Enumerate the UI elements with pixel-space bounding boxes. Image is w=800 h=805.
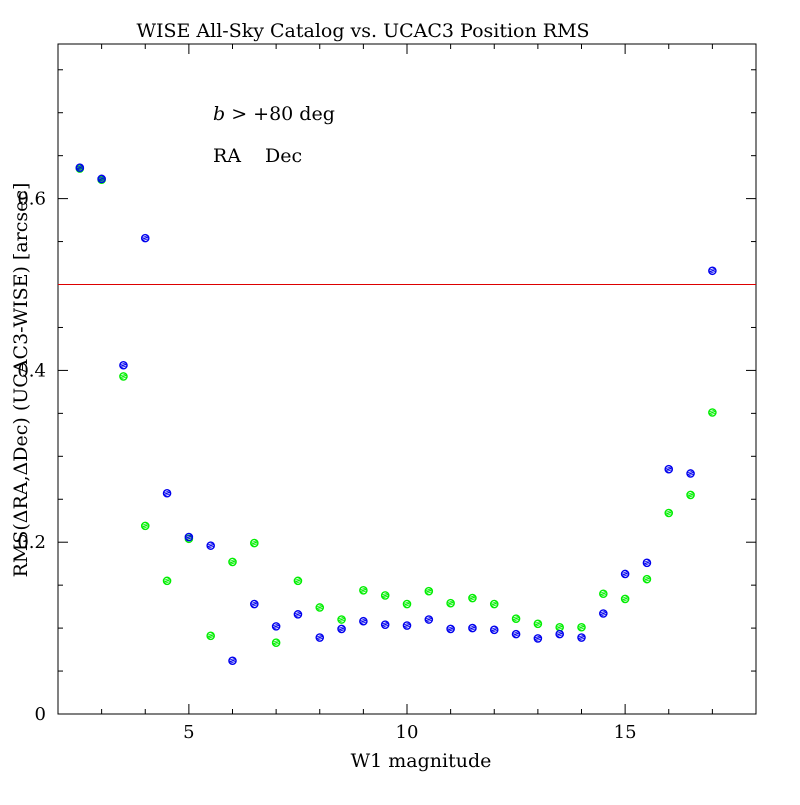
data-point-dec [206,541,215,550]
data-point-ra [577,622,586,632]
annotation-rest: > +80 deg [225,103,335,125]
data-point-ra [380,591,390,600]
data-point-dec [599,609,608,618]
data-point-ra [359,586,368,595]
data-point-ra [337,615,346,624]
data-point-ra [599,589,608,599]
chart-title: WISE All-Sky Catalog vs. UCAC3 Position … [136,20,589,42]
y-axis-label: RMS(ΔRA,ΔDec) (UCAC3-WISE) [arcsec] [10,183,32,578]
legend-entry-dec: Dec [265,145,302,167]
y-tick-label: 0.4 [17,360,46,381]
data-point-ra [686,490,695,500]
data-point-dec [708,266,717,276]
data-point-dec [446,624,455,634]
data-point-dec [424,615,434,624]
annotation-italic: b [213,103,225,125]
data-point-ra [119,372,128,381]
data-point-dec [620,569,630,579]
data-point-dec [228,656,237,666]
data-point-dec [577,633,586,642]
data-point-dec [293,610,303,619]
data-point-dec [686,469,695,478]
data-point-dec [271,622,281,631]
data-point-dec [337,624,346,634]
data-point-ra [446,598,455,608]
legend-entry-ra: RA [213,145,241,167]
data-point-ra [140,521,150,531]
data-point-ra [424,586,434,596]
x-tick-label: 10 [396,722,419,743]
data-point-ra [315,603,325,612]
data-point-ra [162,576,172,586]
data-point-dec [140,233,150,243]
data-point-ra [708,408,717,417]
data-point-ra [664,508,674,518]
data-point-dec [315,633,325,642]
data-point-dec [533,634,543,643]
annotation-text: b > +80 deg [213,103,335,125]
data-point-dec [359,616,368,626]
x-axis-label: W1 magnitude [351,750,492,772]
data-point-ra [642,574,652,584]
x-tick-label: 5 [183,722,194,743]
data-point-ra [271,638,281,648]
data-point-dec [119,360,128,370]
data-point-ra [402,599,412,609]
data-point-dec [511,629,521,639]
data-point-dec [642,558,652,568]
data-point-dec [250,599,259,609]
data-point-dec [489,625,499,635]
data-point-ra [293,576,303,586]
data-point-ra [468,593,477,603]
y-tick-label: 0.6 [17,189,46,210]
data-point-dec [184,532,194,542]
data-point-dec [402,621,412,630]
data-point-dec [162,488,172,498]
data-point-ra [489,599,499,609]
data-point-ra [533,619,543,629]
data-point-dec [664,464,674,474]
y-tick-label: 0 [35,704,46,725]
data-point-ra [620,594,630,604]
data-point-dec [380,620,390,629]
data-points [75,163,717,666]
data-point-dec [97,174,106,184]
axis-ticks: 5 10 15 0 0.2 0.4 0.6 [17,44,757,743]
data-point-ra [228,557,237,567]
data-point-dec [468,623,477,633]
y-tick-label: 0.2 [17,532,46,553]
data-point-ra [250,538,259,548]
data-point-ra [206,631,215,641]
data-point-dec [555,629,564,639]
data-point-ra [511,614,521,623]
data-point-dec [75,163,85,172]
x-tick-label: 15 [614,722,637,743]
